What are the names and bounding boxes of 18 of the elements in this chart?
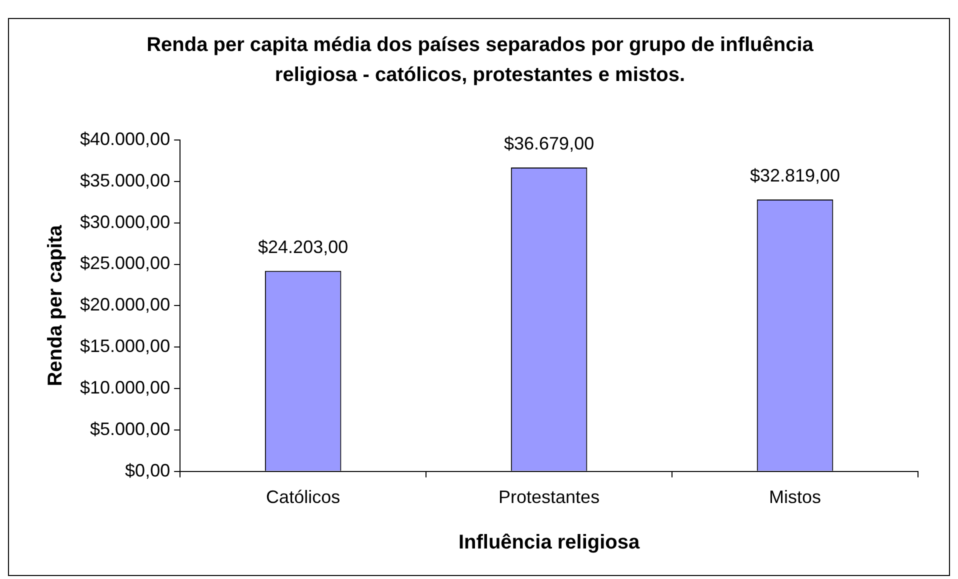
y-tick-label: $20.000,00 — [80, 294, 170, 315]
y-tick-label: $0,00 — [125, 460, 170, 480]
y-tick-label: $5.000,00 — [90, 418, 170, 439]
x-axis-title: Influência religiosa — [458, 532, 640, 554]
data-label: $36.679,00 — [504, 133, 594, 154]
y-tick-label: $15.000,00 — [80, 336, 170, 356]
y-tick-label: $10.000,00 — [80, 378, 170, 398]
chart-title: Renda per capita média dos países separados por grupo de influência religiosa - católicos, protestantes e mistos. — [146, 33, 814, 88]
data-label: $24.203,00 — [258, 236, 348, 257]
x-tick-label: Mistos — [769, 487, 822, 508]
y-tick-label: $30.000,00 — [80, 212, 170, 232]
y-tick-label: $35.000,00 — [80, 170, 170, 190]
x-tick-label: Católicos — [266, 487, 340, 508]
y-tick-label: $25.000,00 — [80, 253, 170, 274]
data-label: $32.819,00 — [750, 165, 840, 186]
y-tick-label: $40.000,00 — [80, 128, 170, 149]
x-tick-label: Protestantes — [498, 487, 600, 508]
y-axis-title: Renda per capita — [44, 224, 67, 386]
